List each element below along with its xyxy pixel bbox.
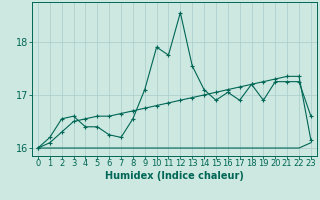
X-axis label: Humidex (Indice chaleur): Humidex (Indice chaleur) xyxy=(105,171,244,181)
